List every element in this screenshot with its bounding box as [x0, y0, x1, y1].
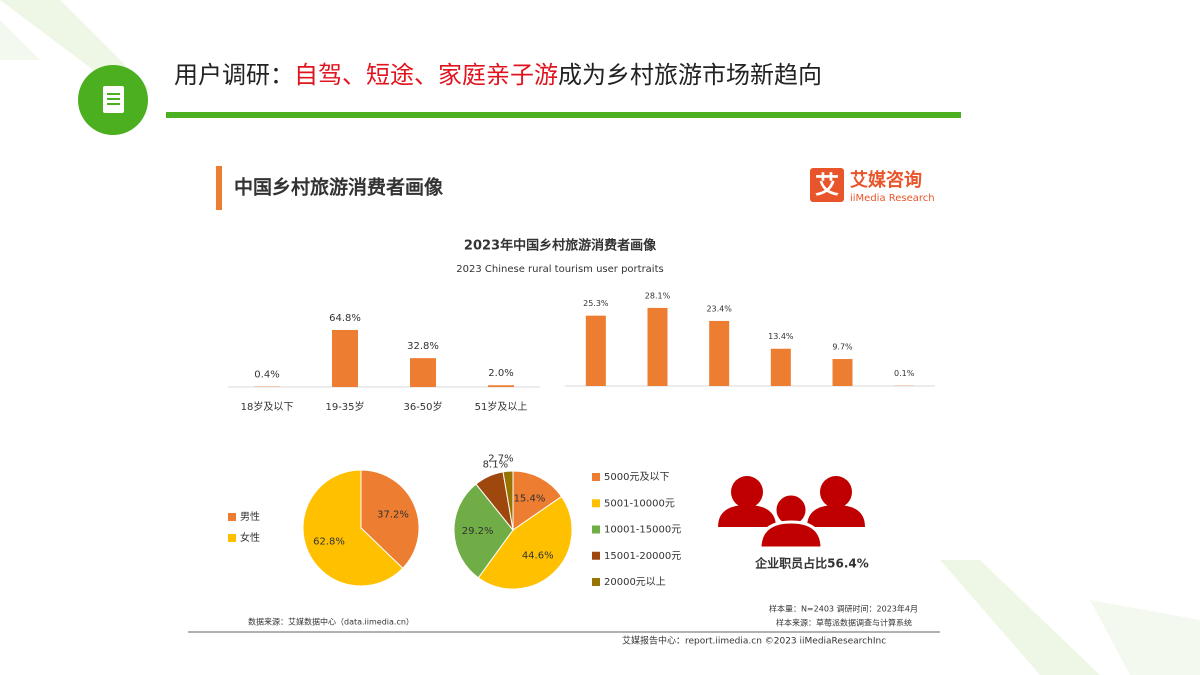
legend-swatch [228, 513, 236, 521]
logo-sub: iiMedia Research [850, 193, 935, 204]
legend-label: 男性 [240, 510, 260, 523]
legend-swatch [592, 578, 600, 586]
decor [0, 20, 40, 60]
value-label: 9.7% [832, 343, 853, 352]
legend-label: 15001-20000元 [604, 551, 681, 562]
decor [940, 560, 1100, 675]
pie-slice [477, 495, 573, 590]
value-label: 29.2% [462, 526, 494, 537]
legend-label: 10001-15000元 [604, 525, 681, 536]
legend-swatch [592, 499, 600, 508]
bar [585, 315, 606, 386]
footer: 艾媒报告中心：report.iimedia.cn ©2023 iiMediaRe… [622, 635, 886, 647]
header-icon-lines [107, 93, 120, 105]
title-part: 用户调研： [174, 61, 294, 89]
value-label: 8.1% [483, 459, 508, 470]
value-label: 23.4% [706, 304, 732, 313]
value-label: 0.4% [254, 370, 279, 381]
legend-swatch [592, 551, 600, 560]
bar [410, 358, 436, 387]
legend-swatch [228, 534, 236, 542]
panel-title: 中国乡村旅游消费者画像 [234, 176, 444, 199]
title-part: 成为乡村旅游市场新趋向 [558, 61, 822, 89]
pie-slice [502, 470, 514, 531]
x-tick-label: 19-35岁 [325, 400, 364, 413]
value-label: 64.8% [329, 313, 361, 324]
pie-slice [512, 470, 563, 531]
panel-accent [216, 166, 222, 210]
legend-label: 女性 [240, 531, 260, 544]
bar [647, 307, 668, 386]
value-label: 28.1% [645, 291, 671, 300]
stat-text: 企业职员占比56.4% [754, 556, 869, 571]
chart-title: 2023年中国乡村旅游消费者画像 [464, 238, 657, 254]
logo-box [810, 168, 844, 202]
value-label: 0.1% [894, 369, 915, 378]
bar [488, 385, 514, 387]
value-label: 2.7% [488, 453, 513, 464]
value-label: 37.2% [377, 509, 409, 520]
logo-name: 艾媒咨询 [850, 169, 922, 191]
value-label: 2.0% [488, 368, 513, 379]
legend-swatch [592, 473, 600, 481]
legend-label: 5001-10000元 [604, 498, 675, 509]
header-rule [166, 112, 961, 118]
legend-label: 5000元及以下 [604, 471, 669, 483]
logo-mark: 艾 [815, 171, 839, 199]
pie-slice [302, 469, 404, 587]
bar [832, 359, 853, 386]
pie-slice [360, 469, 420, 569]
value-label: 13.4% [768, 332, 794, 341]
x-tick-label: 36-50岁 [403, 400, 442, 413]
value-label: 32.8% [407, 341, 439, 352]
chart-subtitle: 2023 Chinese rural tourism user portrait… [456, 264, 663, 275]
bar [770, 348, 791, 386]
legend-label: 20000元以上 [604, 576, 666, 588]
value-label: 25.3% [583, 299, 609, 308]
x-tick-label: 18岁及以下 [241, 400, 294, 413]
value-label: 62.8% [313, 537, 345, 548]
sample-source: 样本来源：草莓派数据调查与计算系统 [776, 618, 912, 628]
people-icon [718, 476, 865, 550]
legend-swatch [592, 525, 600, 534]
pie-slice [453, 483, 514, 579]
bar [332, 329, 358, 387]
title-part: 自驾、短途、家庭亲子游 [294, 61, 558, 89]
decor [1090, 600, 1200, 675]
x-tick-label: 51岁及以上 [475, 400, 528, 413]
value-label: 44.6% [522, 550, 554, 561]
sample: 样本量：N=2403 调研时间：2023年4月 [769, 604, 918, 614]
bar [709, 320, 730, 386]
header-title: 用户调研：自驾、短途、家庭亲子游成为乡村旅游市场新趋向 [174, 61, 822, 89]
source: 数据来源：艾媒数据中心（data.iimedia.cn） [248, 617, 414, 627]
value-label: 15.4% [514, 494, 546, 505]
